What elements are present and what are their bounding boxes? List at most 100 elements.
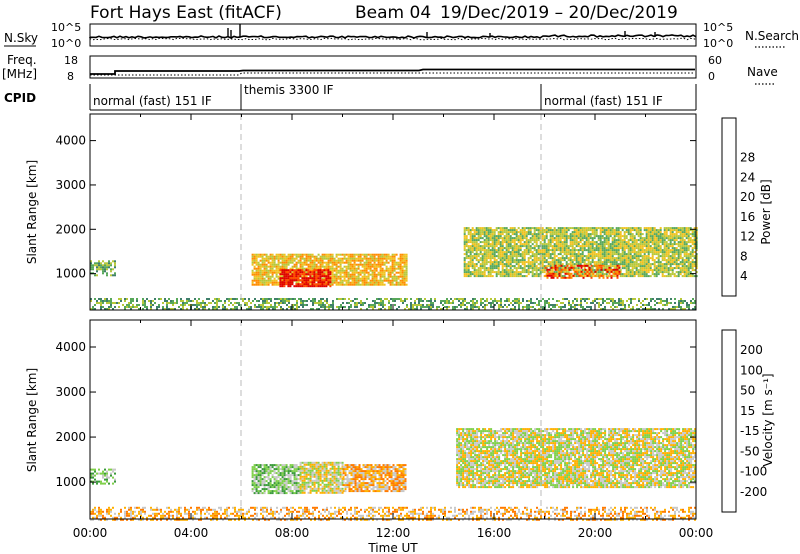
data-cell <box>359 263 362 266</box>
data-cell <box>422 306 424 308</box>
data-cell <box>614 302 616 304</box>
data-cell <box>319 269 322 272</box>
data-cell <box>479 275 482 278</box>
data-cell <box>529 241 532 244</box>
data-cell <box>482 298 484 300</box>
data-cell <box>365 259 368 262</box>
data-cell <box>527 249 530 252</box>
data-cell <box>663 267 666 270</box>
data-cell <box>635 259 638 262</box>
data-cell <box>391 261 394 264</box>
data-cell <box>537 245 540 248</box>
data-cell <box>537 239 540 242</box>
data-cell <box>381 269 384 272</box>
data-cell <box>377 257 380 260</box>
data-cell <box>529 237 532 240</box>
data-cell <box>266 298 268 300</box>
data-cell <box>299 267 302 270</box>
data-cell <box>379 253 382 256</box>
data-cell <box>491 269 494 272</box>
data-cell <box>657 267 660 270</box>
data-cell <box>575 255 578 258</box>
data-cell <box>485 275 488 278</box>
data-cell <box>579 237 582 240</box>
data-cell <box>557 235 560 238</box>
data-cell <box>400 298 402 300</box>
data-cell <box>661 265 664 268</box>
data-cell <box>685 257 688 260</box>
data-cell <box>641 255 644 258</box>
data-cell <box>609 257 612 260</box>
data-cell <box>533 231 536 234</box>
data-cell <box>312 298 314 300</box>
data-cell <box>523 257 526 260</box>
data-cell <box>378 304 380 306</box>
data-cell <box>471 261 474 264</box>
data-cell <box>659 231 662 234</box>
data-cell <box>477 259 480 262</box>
data-cell <box>641 259 644 262</box>
data-cell <box>481 227 484 230</box>
data-cell <box>677 243 680 246</box>
data-cell <box>601 269 604 272</box>
data-cell <box>305 253 308 256</box>
data-cell <box>585 227 588 230</box>
data-cell <box>505 251 508 254</box>
data-cell <box>267 265 270 268</box>
data-cell <box>625 271 628 274</box>
data-cell <box>627 229 630 232</box>
data-cell <box>90 260 92 263</box>
data-cell <box>302 306 304 308</box>
data-cell <box>283 285 286 288</box>
data-cell <box>625 273 628 276</box>
data-cell <box>463 275 466 278</box>
data-cell <box>523 267 526 270</box>
data-cell <box>679 233 682 236</box>
data-cell <box>263 281 266 284</box>
data-cell <box>571 249 574 252</box>
data-cell <box>491 249 494 252</box>
data-cell <box>271 269 274 272</box>
data-cell <box>257 283 260 286</box>
data-cell <box>535 271 538 274</box>
data-cell <box>541 255 544 258</box>
data-cell <box>373 263 376 266</box>
data-cell <box>679 271 682 274</box>
data-cell <box>695 241 698 244</box>
data-cell <box>557 247 560 250</box>
data-cell <box>332 306 334 308</box>
data-cell <box>273 281 276 284</box>
data-cell <box>287 283 290 286</box>
data-cell <box>382 302 384 304</box>
data-cell <box>639 275 642 278</box>
data-cell <box>343 253 346 256</box>
data-cell <box>670 302 672 304</box>
data-cell <box>675 229 678 232</box>
data-cell <box>547 227 550 230</box>
data-cell <box>639 229 642 232</box>
data-cell <box>572 306 574 308</box>
data-cell <box>639 243 642 246</box>
data-cell <box>132 306 134 308</box>
data-cell <box>492 302 494 304</box>
data-cell <box>289 275 292 278</box>
data-cell <box>643 245 646 248</box>
data-cell <box>631 237 634 240</box>
data-cell <box>608 268 611 271</box>
data-cell <box>363 255 366 258</box>
data-cell <box>357 279 360 282</box>
data-cell <box>645 271 648 274</box>
data-cell <box>182 308 184 310</box>
data-cell <box>629 247 632 250</box>
data-cell <box>683 249 686 252</box>
data-cell <box>679 235 682 238</box>
data-cell <box>255 259 258 262</box>
data-cell <box>381 279 384 282</box>
data-cell <box>466 306 468 308</box>
data-cell <box>474 302 476 304</box>
data-cell <box>401 275 404 278</box>
data-cell <box>669 263 672 266</box>
data-cell <box>385 259 388 262</box>
data-cell <box>637 249 640 252</box>
data-cell <box>94 264 96 267</box>
